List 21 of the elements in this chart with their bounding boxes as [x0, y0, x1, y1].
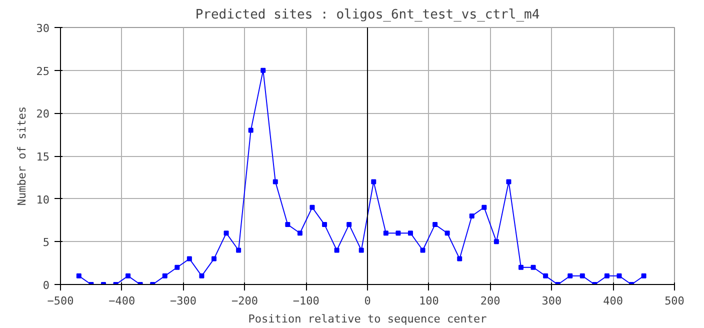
x-tick-label: 400 — [603, 294, 624, 308]
chart-title: Predicted sites : oligos_6nt_test_vs_ctrl_m4 — [195, 8, 540, 22]
x-tick-label: −400 — [108, 294, 136, 308]
y-tick-label: 25 — [36, 64, 50, 78]
x-tick-label: 0 — [364, 294, 371, 308]
x-tick-label: 300 — [542, 294, 562, 308]
x-tick-label: 100 — [418, 294, 439, 308]
x-tick-label: −300 — [170, 294, 197, 308]
y-tick-label: 0 — [42, 279, 50, 292]
x-axis-title: Position relative to sequence center — [248, 312, 488, 326]
y-axis-title: Number of sites — [15, 106, 28, 206]
y-tick-label: 10 — [36, 193, 50, 206]
y-tick-label: 5 — [42, 236, 50, 250]
x-tick-label: 200 — [480, 294, 500, 308]
y-tick-label: 15 — [36, 150, 50, 164]
x-tick-label: −200 — [231, 294, 258, 308]
x-tick-label: −500 — [47, 294, 74, 308]
y-tick-label: 20 — [36, 108, 50, 121]
x-tick-label: −100 — [292, 294, 320, 308]
y-tick-label: 30 — [36, 22, 50, 35]
x-tick-label: 500 — [664, 294, 684, 308]
